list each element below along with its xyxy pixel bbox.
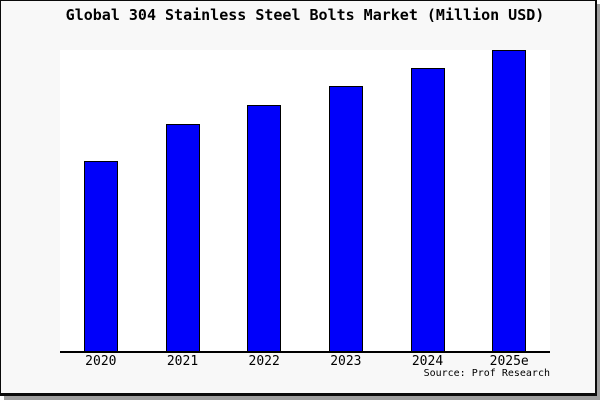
chart-title: Global 304 Stainless Steel Bolts Market …: [65, 6, 545, 24]
bar-2020: [83, 161, 118, 351]
bar-series: [60, 50, 550, 351]
plot-area: [60, 50, 550, 353]
source-credit: Source: Prof Research: [423, 368, 550, 379]
bar-slot-2020: [60, 50, 142, 351]
x-tick-label-2022: 2022: [248, 354, 280, 369]
x-axis-labels: 2020 2021 2022 2023 2024 2025e: [60, 355, 550, 368]
bar-2025e: [492, 50, 527, 351]
bar-2022: [247, 105, 282, 351]
bar-slot-2023: [305, 50, 387, 351]
x-tick-label-2024: 2024: [411, 354, 444, 369]
bar-2021: [165, 124, 200, 351]
x-tick-label-2025e: 2025e: [489, 354, 529, 369]
bar-slot-2024: [387, 50, 469, 351]
bar-slot-2025e: [468, 50, 550, 351]
x-tick-label-2021: 2021: [166, 354, 199, 369]
bar-slot-2022: [223, 50, 305, 351]
x-tick-label-2023: 2023: [330, 354, 362, 369]
bar-slot-2021: [142, 50, 224, 351]
bar-2024: [410, 68, 445, 351]
bar-2023: [328, 86, 363, 351]
x-tick-label-2020: 2020: [85, 354, 117, 369]
